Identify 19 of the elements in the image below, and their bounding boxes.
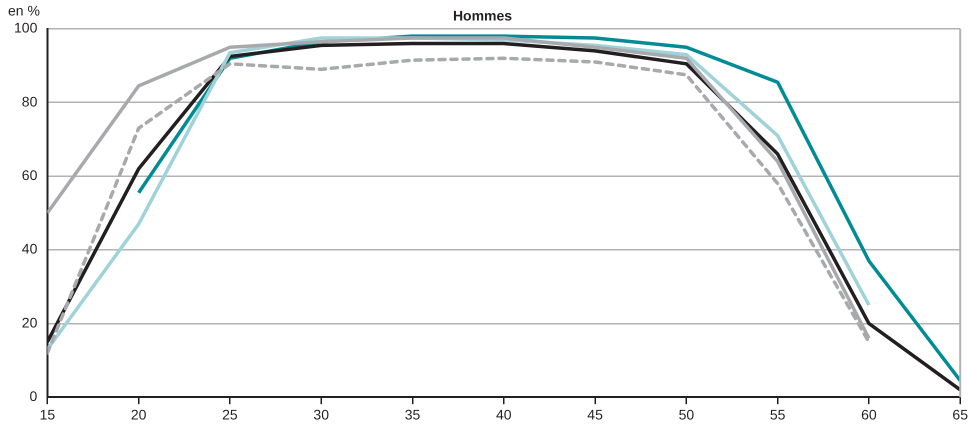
x-tick-label: 65: [952, 406, 968, 422]
y-tick-label: 0: [30, 388, 38, 404]
x-tick-label: 50: [678, 406, 694, 422]
x-tick-label: 45: [587, 406, 604, 422]
x-tick-label: 30: [313, 406, 330, 422]
x-tick-label: 15: [40, 406, 56, 422]
y-tick-label: 20: [22, 314, 38, 330]
y-tick-label: 100: [14, 20, 38, 36]
x-tick-label: 40: [496, 406, 512, 422]
x-tick-label: 20: [130, 406, 147, 422]
chart-title: Hommes: [452, 7, 512, 24]
y-tick-label: 60: [22, 167, 38, 184]
y-axis-title: en %: [8, 2, 40, 19]
y-tick-label: 80: [22, 93, 38, 110]
x-tick-label: 25: [222, 406, 238, 422]
y-tick-label: 40: [22, 240, 38, 257]
x-tick-label: 55: [770, 406, 786, 422]
x-tick-label: 35: [404, 406, 420, 422]
x-tick-label: 60: [861, 406, 877, 422]
